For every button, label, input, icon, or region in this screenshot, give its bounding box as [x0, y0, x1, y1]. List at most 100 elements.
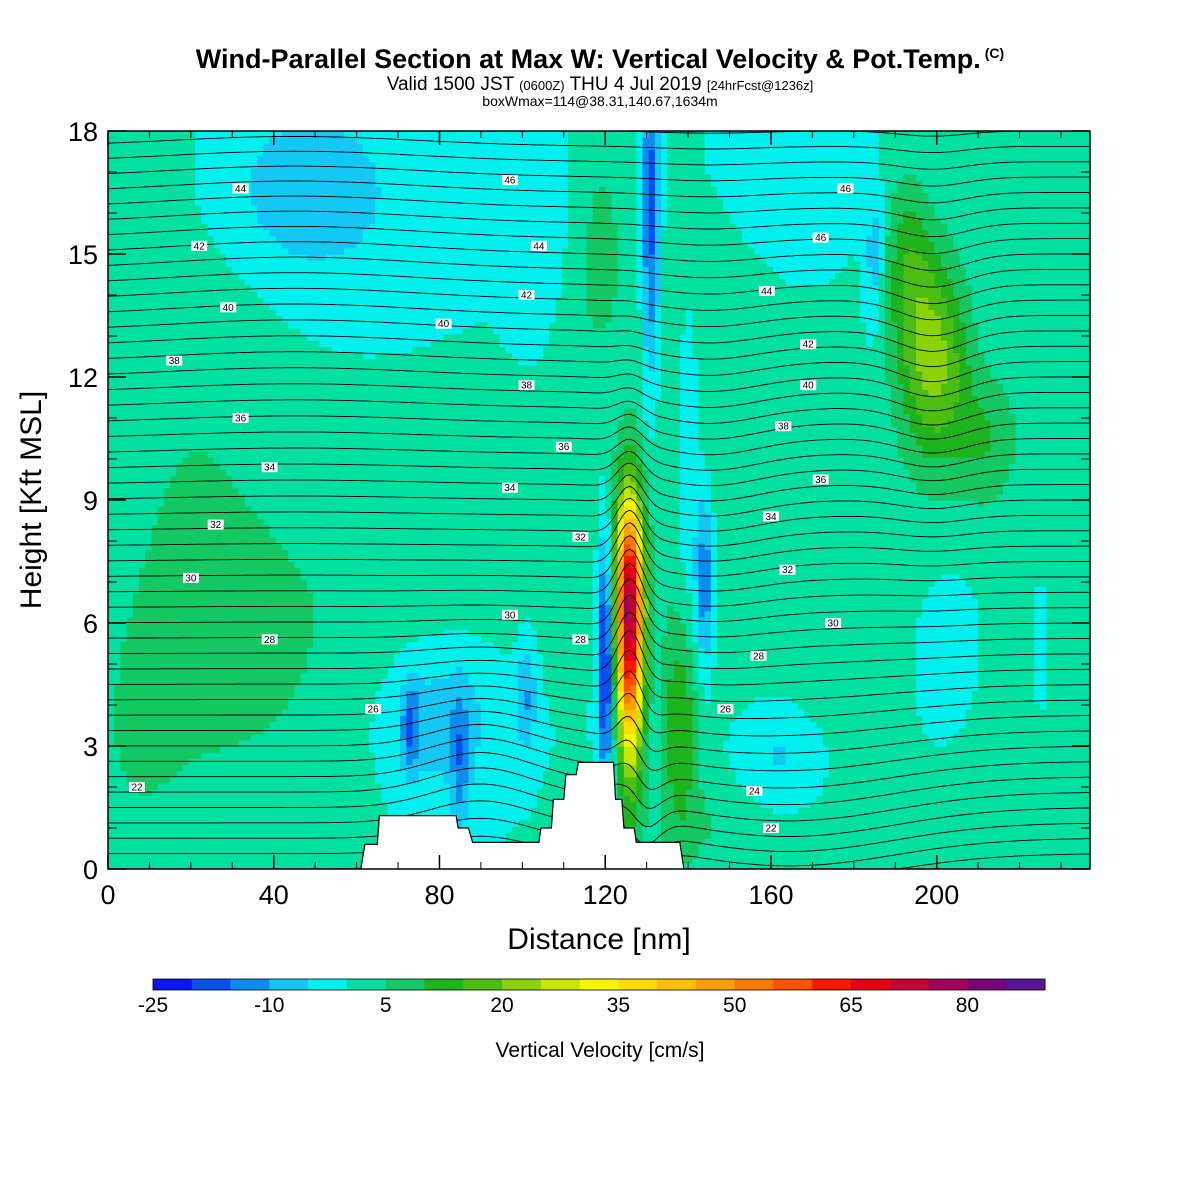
field-cell: [735, 770, 830, 778]
field-cell: [971, 315, 1090, 323]
field-cell: [971, 383, 1004, 390]
field-cell: [387, 807, 451, 815]
field-cell: [456, 666, 463, 673]
field-cell: [617, 254, 637, 261]
field-cell: [468, 733, 482, 741]
field-cell: [903, 303, 917, 310]
field-cell: [617, 733, 625, 741]
field-cell: [599, 475, 606, 483]
field-cell: [195, 174, 252, 181]
field-cell: [605, 616, 613, 624]
field-cell: [132, 592, 314, 599]
field-cell: [449, 715, 470, 722]
field-cell: [636, 672, 644, 679]
field-cell: [884, 204, 892, 212]
field-cell: [636, 524, 644, 532]
copyright-mark: (C): [984, 45, 1005, 61]
field-cell: [698, 561, 712, 569]
field-cell: [586, 733, 600, 741]
field-cell: [698, 432, 898, 440]
field-cell: [978, 346, 1090, 353]
field-cell: [567, 198, 594, 206]
field-cell: [617, 579, 625, 587]
field-cell: [599, 653, 613, 661]
field-cell: [195, 167, 252, 175]
field-cell: [263, 143, 364, 151]
field-cell: [785, 752, 830, 759]
field-cell: [922, 450, 985, 458]
field-cell: [443, 776, 457, 784]
contour-label: 46: [837, 183, 854, 195]
field-cell: [617, 247, 637, 255]
field-cell: [922, 727, 961, 735]
field-cell: [661, 180, 668, 187]
field-cell: [891, 223, 898, 230]
field-cell: [978, 666, 1035, 673]
field-cell: [567, 204, 594, 212]
field-cell: [468, 678, 519, 686]
field-cell: [468, 789, 538, 796]
field-cell: [741, 235, 867, 243]
field-cell: [686, 801, 706, 809]
field-cell: [213, 235, 277, 243]
contour-label-bg: [232, 413, 249, 423]
contour-label-bg: [750, 650, 767, 661]
field-cell: [990, 370, 1090, 378]
field-cell: [661, 186, 668, 194]
field-cell: [934, 272, 948, 280]
field-cell: [934, 579, 967, 587]
field-cell: [108, 690, 115, 698]
field-cell: [884, 235, 898, 243]
field-cell: [710, 530, 718, 538]
field-cell: [474, 776, 544, 784]
y-axis-title: Height [Kft MSL]: [15, 391, 48, 609]
field-cell: [860, 297, 880, 304]
field-cell: [145, 555, 289, 563]
field-cell: [978, 653, 1035, 661]
field-cell: [710, 567, 718, 575]
field-cell: [642, 149, 650, 157]
field-cell: [667, 155, 706, 163]
field-cell: [642, 463, 681, 470]
field-cell: [679, 456, 706, 464]
field-cell: [108, 795, 383, 802]
field-cell: [642, 789, 650, 796]
field-cell: [108, 254, 227, 261]
field-cell: [294, 561, 594, 569]
field-cell: [698, 623, 712, 630]
field-cell: [717, 192, 886, 200]
field-cell: [623, 795, 631, 802]
field-cell: [599, 672, 613, 679]
field-cell: [468, 758, 476, 766]
field-cell: [667, 161, 706, 169]
field-cell: [499, 333, 550, 341]
field-cell: [667, 721, 693, 729]
field-cell: [698, 506, 706, 513]
field-cell: [698, 579, 712, 587]
field-cell: [872, 272, 880, 280]
field-cell: [543, 690, 594, 698]
field-cell: [915, 303, 929, 310]
field-cell: [1046, 616, 1090, 624]
field-cell: [959, 395, 979, 403]
field-cell: [617, 678, 625, 686]
colorbar-swatch: [424, 979, 464, 990]
field-cell: [891, 217, 905, 224]
field-cell: [928, 229, 948, 237]
field-cell: [369, 223, 569, 230]
field-cell: [661, 832, 712, 839]
field-cell: [474, 752, 550, 759]
field-cell: [642, 832, 662, 839]
field-cell: [599, 610, 606, 618]
colorbar-swatch: [385, 979, 425, 990]
field-cell: [1015, 426, 1090, 433]
field-cell: [878, 167, 1090, 175]
field-cell: [934, 247, 961, 255]
field-cell: [642, 512, 650, 520]
field-cell: [698, 426, 898, 433]
field-cell: [375, 180, 569, 187]
field-cell: [766, 260, 849, 267]
field-cell: [623, 500, 637, 507]
field-cell: [108, 192, 196, 200]
field-cell: [108, 549, 146, 556]
